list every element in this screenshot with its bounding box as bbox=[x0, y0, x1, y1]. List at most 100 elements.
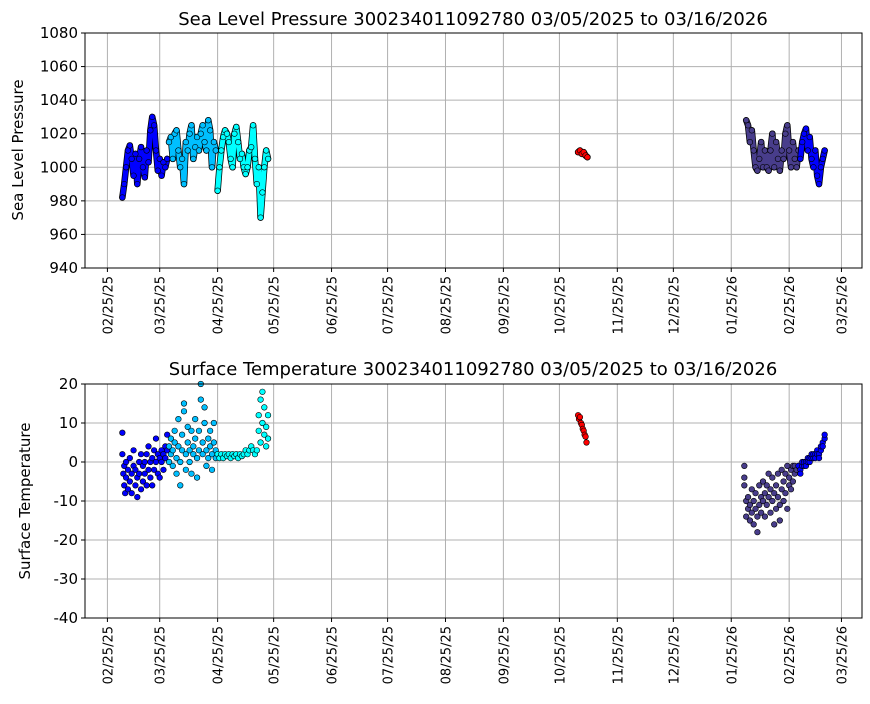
y-tick-label: -10 bbox=[54, 492, 79, 510]
y-tick-label: 20 bbox=[59, 375, 78, 393]
data-point bbox=[263, 147, 270, 154]
data-point bbox=[179, 155, 186, 162]
data-point bbox=[253, 180, 260, 188]
data-point bbox=[263, 443, 270, 450]
data-point bbox=[255, 427, 262, 434]
data-point bbox=[774, 494, 782, 501]
data-point bbox=[263, 423, 270, 431]
data-point bbox=[806, 133, 813, 141]
data-point bbox=[767, 147, 774, 154]
chart-title: Surface Temperature 300234011092780 03/0… bbox=[169, 359, 778, 380]
x-tick-label: 11/25/25 bbox=[611, 626, 626, 684]
data-point bbox=[754, 167, 761, 174]
y-tick-label: -20 bbox=[54, 531, 79, 549]
data-point bbox=[784, 122, 791, 129]
data-point bbox=[582, 433, 589, 440]
data-point bbox=[201, 139, 208, 146]
data-point bbox=[763, 482, 770, 489]
data-point bbox=[173, 455, 180, 462]
data-point bbox=[137, 486, 145, 493]
data-point bbox=[203, 147, 210, 154]
data-point bbox=[776, 501, 783, 509]
data-point bbox=[780, 497, 787, 505]
data-point bbox=[151, 447, 158, 454]
data-point bbox=[190, 443, 197, 450]
data-point bbox=[772, 505, 780, 512]
x-tick-label: 08/25/25 bbox=[439, 626, 454, 684]
data-point bbox=[765, 494, 772, 501]
data-point bbox=[229, 164, 236, 171]
data-point bbox=[143, 482, 150, 489]
x-tick-label: 03/25/25 bbox=[154, 626, 169, 684]
data-point bbox=[173, 127, 180, 134]
data-point bbox=[177, 458, 184, 466]
data-point bbox=[815, 180, 823, 188]
data-point bbox=[765, 167, 772, 174]
data-point bbox=[208, 164, 216, 171]
x-tick-label: 10/25/25 bbox=[553, 276, 568, 334]
data-point bbox=[746, 501, 754, 509]
data-point bbox=[210, 439, 217, 446]
data-point bbox=[122, 474, 130, 481]
data-point bbox=[750, 497, 757, 505]
data-point bbox=[583, 439, 590, 446]
data-point bbox=[235, 139, 242, 146]
data-point bbox=[763, 501, 770, 509]
data-point bbox=[165, 443, 173, 450]
data-point bbox=[188, 470, 195, 477]
data-point bbox=[244, 164, 251, 171]
data-point bbox=[750, 521, 757, 528]
data-point bbox=[250, 122, 257, 129]
data-point bbox=[797, 155, 804, 162]
data-point bbox=[197, 130, 204, 137]
y-axis-label: Sea Level Pressure bbox=[9, 79, 27, 220]
series-segment-2 bbox=[165, 117, 219, 188]
data-point bbox=[782, 130, 789, 137]
y-tick-label: 960 bbox=[49, 225, 78, 243]
data-point bbox=[778, 466, 785, 473]
data-point bbox=[143, 147, 150, 154]
data-point bbox=[145, 443, 152, 450]
series-segment-1 bbox=[119, 113, 171, 201]
x-tick-label: 02/25/25 bbox=[101, 276, 116, 334]
data-point bbox=[145, 466, 152, 473]
data-point bbox=[136, 470, 143, 477]
data-point bbox=[139, 478, 147, 485]
y-tick-label: 10 bbox=[59, 414, 78, 432]
data-point bbox=[787, 486, 795, 493]
data-point bbox=[195, 447, 203, 454]
data-point bbox=[175, 416, 182, 423]
data-point bbox=[778, 486, 785, 493]
data-point bbox=[759, 478, 767, 485]
data-point bbox=[212, 147, 219, 154]
data-point bbox=[139, 164, 147, 171]
data-point bbox=[186, 130, 193, 137]
data-point bbox=[164, 155, 171, 162]
data-point bbox=[143, 451, 150, 458]
data-point bbox=[778, 147, 785, 154]
data-point bbox=[264, 155, 272, 162]
data-point bbox=[251, 155, 259, 162]
sea-level-pressure-plot: Sea Level Pressure 300234011092780 03/05… bbox=[9, 9, 863, 334]
data-point bbox=[744, 494, 752, 501]
y-tick-label: 1040 bbox=[40, 91, 78, 109]
data-point bbox=[160, 466, 167, 473]
data-point bbox=[154, 167, 161, 174]
data-point bbox=[255, 412, 262, 419]
surface-temperature-plot: Surface Temperature 300234011092780 03/0… bbox=[16, 359, 863, 684]
data-point bbox=[132, 150, 139, 157]
data-point bbox=[786, 147, 793, 154]
data-point bbox=[130, 172, 137, 179]
data-point bbox=[199, 439, 206, 446]
data-point bbox=[199, 122, 206, 129]
series-segment-2 bbox=[165, 380, 219, 489]
series-segment-6 bbox=[795, 431, 828, 477]
x-tick-label: 01/25/26 bbox=[725, 276, 740, 334]
data-point bbox=[819, 443, 826, 450]
data-point bbox=[158, 458, 165, 466]
data-point bbox=[192, 416, 199, 423]
x-tick-label: 05/25/25 bbox=[268, 626, 283, 684]
data-point bbox=[177, 164, 184, 171]
data-point bbox=[128, 490, 135, 497]
